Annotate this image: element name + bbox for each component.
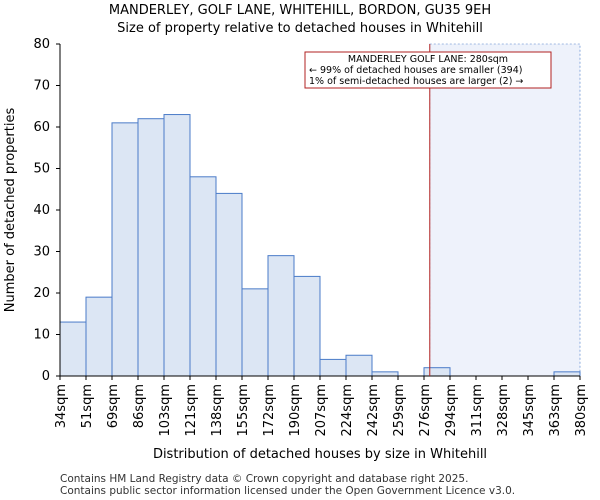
bar — [189, 176, 217, 377]
bar — [59, 321, 87, 377]
y-tick-label: 10 — [33, 328, 50, 343]
x-tick-label: 86sqm — [132, 384, 147, 428]
x-tick-label: 328sqm — [496, 384, 511, 437]
bar — [85, 296, 113, 377]
chart-title: MANDERLEY, GOLF LANE, WHITEHILL, BORDON,… — [109, 3, 491, 18]
annotation-line-2: ← 99% of detached houses are smaller (39… — [309, 65, 522, 76]
y-axis-label: Number of detached properties — [3, 108, 18, 313]
y-tick-label: 40 — [33, 203, 50, 218]
x-tick-label: 363sqm — [548, 384, 563, 437]
x-tick-label: 294sqm — [444, 384, 459, 437]
bar — [423, 367, 451, 377]
x-tick-label: 34sqm — [54, 384, 69, 428]
x-tick-label: 311sqm — [470, 384, 485, 437]
footer-line-2: Contains public sector information licen… — [60, 485, 515, 497]
bar — [267, 255, 295, 377]
x-tick-label: 69sqm — [106, 384, 121, 428]
x-tick-label: 207sqm — [314, 384, 329, 437]
chart-subtitle: Size of property relative to detached ho… — [117, 21, 483, 36]
y-tick-label: 80 — [33, 37, 50, 52]
x-tick-label: 155sqm — [236, 384, 251, 437]
bar — [215, 192, 243, 377]
annotation-line-1: MANDERLEY GOLF LANE: 280sqm — [348, 54, 508, 65]
annotation-line-3: 1% of semi-detached houses are larger (2… — [309, 76, 523, 87]
y-tick-label: 50 — [33, 162, 50, 177]
x-axis-label: Distribution of detached houses by size … — [153, 447, 487, 462]
x-tick-label: 224sqm — [340, 384, 355, 437]
y-tick-label: 20 — [33, 286, 50, 301]
x-tick-label: 276sqm — [418, 384, 433, 437]
bar — [111, 122, 139, 377]
annotation-box — [304, 51, 552, 89]
x-tick-label: 121sqm — [184, 384, 199, 437]
y-tick-label: 60 — [33, 120, 50, 135]
y-tick-label: 0 — [42, 369, 50, 384]
y-tick-label: 30 — [33, 245, 50, 260]
x-tick-label: 103sqm — [158, 384, 173, 437]
x-tick-label: 242sqm — [366, 384, 381, 437]
highlight-region — [429, 43, 581, 377]
x-tick-label: 190sqm — [288, 384, 303, 437]
bar — [137, 118, 165, 377]
bar — [293, 275, 321, 377]
y-tick-label: 70 — [33, 79, 50, 94]
bar — [163, 114, 191, 377]
x-tick-label: 172sqm — [262, 384, 277, 437]
bar — [345, 354, 373, 377]
plot-area: 0 10 20 30 40 50 60 70 80 34sqm 51sqm 69sqm 86sqm 103… — [33, 37, 589, 437]
x-tick-label: 380sqm — [574, 384, 589, 437]
footer-line-1: Contains HM Land Registry data © Crown c… — [60, 473, 468, 485]
bar — [553, 371, 581, 377]
x-tick-label: 259sqm — [392, 384, 407, 437]
x-tick-label: 138sqm — [210, 384, 225, 437]
x-tick-label: 51sqm — [80, 384, 95, 428]
bar — [241, 288, 269, 377]
x-tick-label: 345sqm — [522, 384, 537, 437]
bar — [319, 358, 347, 377]
bar — [371, 371, 399, 377]
